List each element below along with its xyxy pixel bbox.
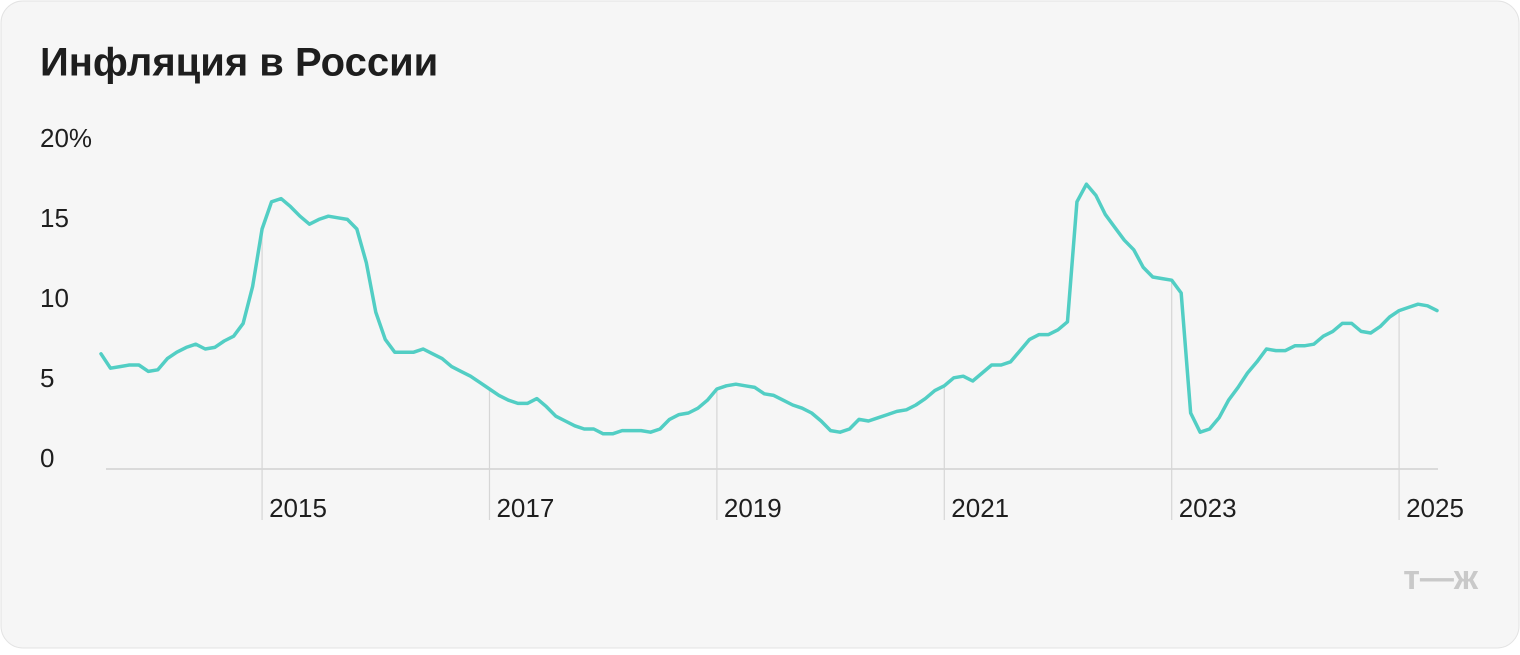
y-tick-label: 0: [40, 443, 54, 473]
y-tick-label: 5: [40, 363, 54, 393]
chart-title: Инфляция в России: [40, 41, 438, 85]
x-tick-label: 2017: [496, 493, 554, 523]
logo: т—ж: [1403, 559, 1479, 597]
x-tick-label: 2015: [269, 493, 327, 523]
y-tick-label: 10: [40, 283, 69, 313]
x-tick-label: 2021: [951, 493, 1009, 523]
x-tick-label: 2019: [724, 493, 782, 523]
x-tick-label: 2025: [1406, 493, 1464, 523]
y-tick-label: 20%: [40, 123, 92, 153]
x-tick-label: 2023: [1179, 493, 1237, 523]
line: [99, 182, 1439, 436]
y-tick-label: 15: [40, 203, 69, 233]
